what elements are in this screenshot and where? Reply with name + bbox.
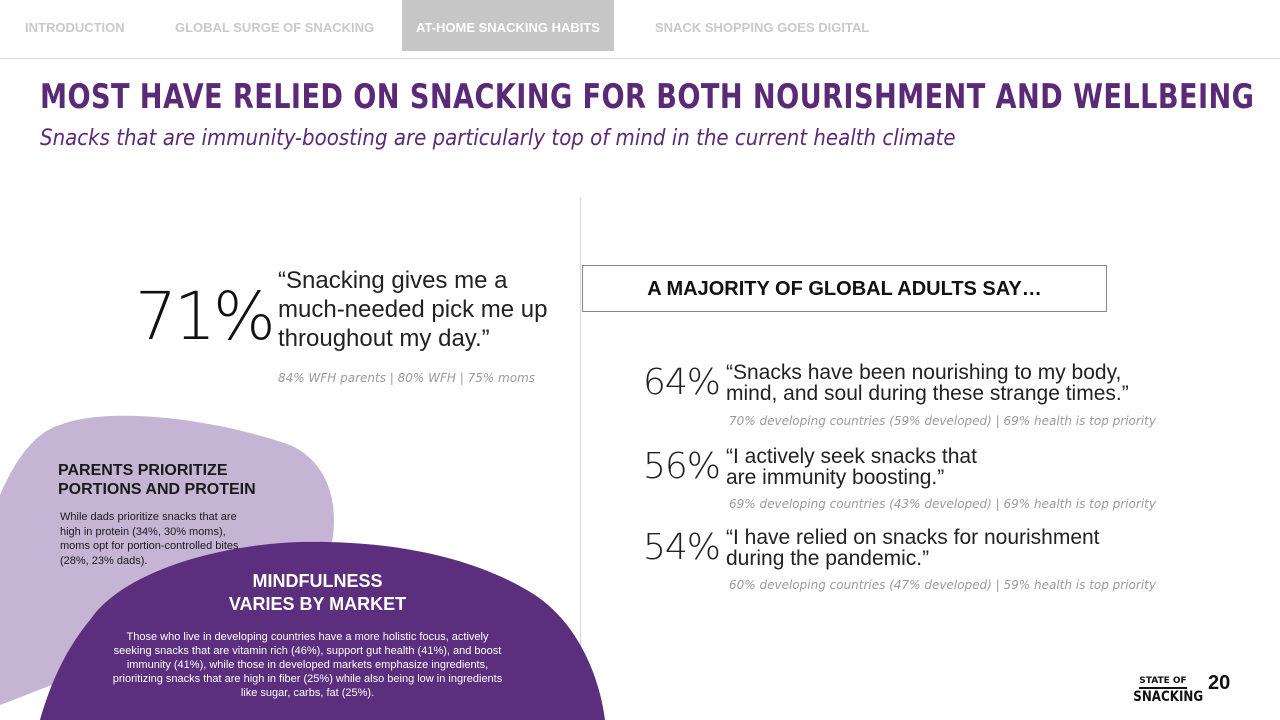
stat-percent: 56% (643, 446, 721, 487)
state-of-snacking-logo: STATE OF SNACKING (1128, 668, 1204, 705)
headline-stat-percent: 71% (135, 278, 276, 355)
tab-global-surge-of-snacking[interactable]: GLOBAL SURGE OF SNACKING (175, 20, 375, 35)
parents-blob-title: PARENTS PRIORITIZE PORTIONS AND PROTEIN (58, 462, 256, 498)
stat-note: 69% developing countries (43% developed)… (729, 497, 1156, 511)
majority-banner: A MAJORITY OF GLOBAL ADULTS SAY… (582, 265, 1107, 312)
tab-introduction[interactable]: INTRODUCTION (25, 20, 125, 35)
logo-main-text: SNACKING (1133, 689, 1204, 705)
page-subtitle: Snacks that are immunity-boosting are pa… (40, 126, 956, 151)
stat-quote: “I actively seek snacks that are immunit… (726, 445, 977, 489)
stat-note: 70% developing countries (59% developed)… (729, 414, 1156, 428)
headline-stat-note: 84% WFH parents | 80% WFH | 75% moms (278, 371, 536, 385)
column-divider (580, 197, 581, 657)
tab-snack-shopping-goes-digital[interactable]: SNACK SHOPPING GOES DIGITAL (655, 20, 870, 35)
mindfulness-blob-body: Those who live in developing countries h… (112, 631, 503, 699)
parents-blob-body: While dads prioritize snacks that are hi… (60, 511, 239, 567)
stat-quote: “I have relied on snacks for nourishment… (726, 526, 1100, 570)
page-number: 20 (1208, 672, 1231, 694)
stat-quote: “Snacks have been nourishing to my body,… (726, 361, 1129, 405)
top-nav: INTRODUCTION GLOBAL SURGE OF SNACKING AT… (0, 0, 1280, 59)
stat-note: 60% developing countries (47% developed)… (729, 578, 1156, 592)
logo-top-text: STATE OF (1139, 676, 1187, 689)
page-title: MOST HAVE RELIED ON SNACKING FOR BOTH NO… (40, 77, 1255, 117)
tab-at-home-snacking-habits[interactable]: AT-HOME SNACKING HABITS (402, 0, 614, 51)
headline-stat-quote: “Snacking gives me a much-needed pick me… (278, 267, 548, 352)
mindfulness-blob-title: MINDFULNESS VARIES BY MARKET (228, 571, 407, 614)
stat-percent: 54% (643, 527, 721, 568)
stat-percent: 64% (643, 362, 721, 403)
